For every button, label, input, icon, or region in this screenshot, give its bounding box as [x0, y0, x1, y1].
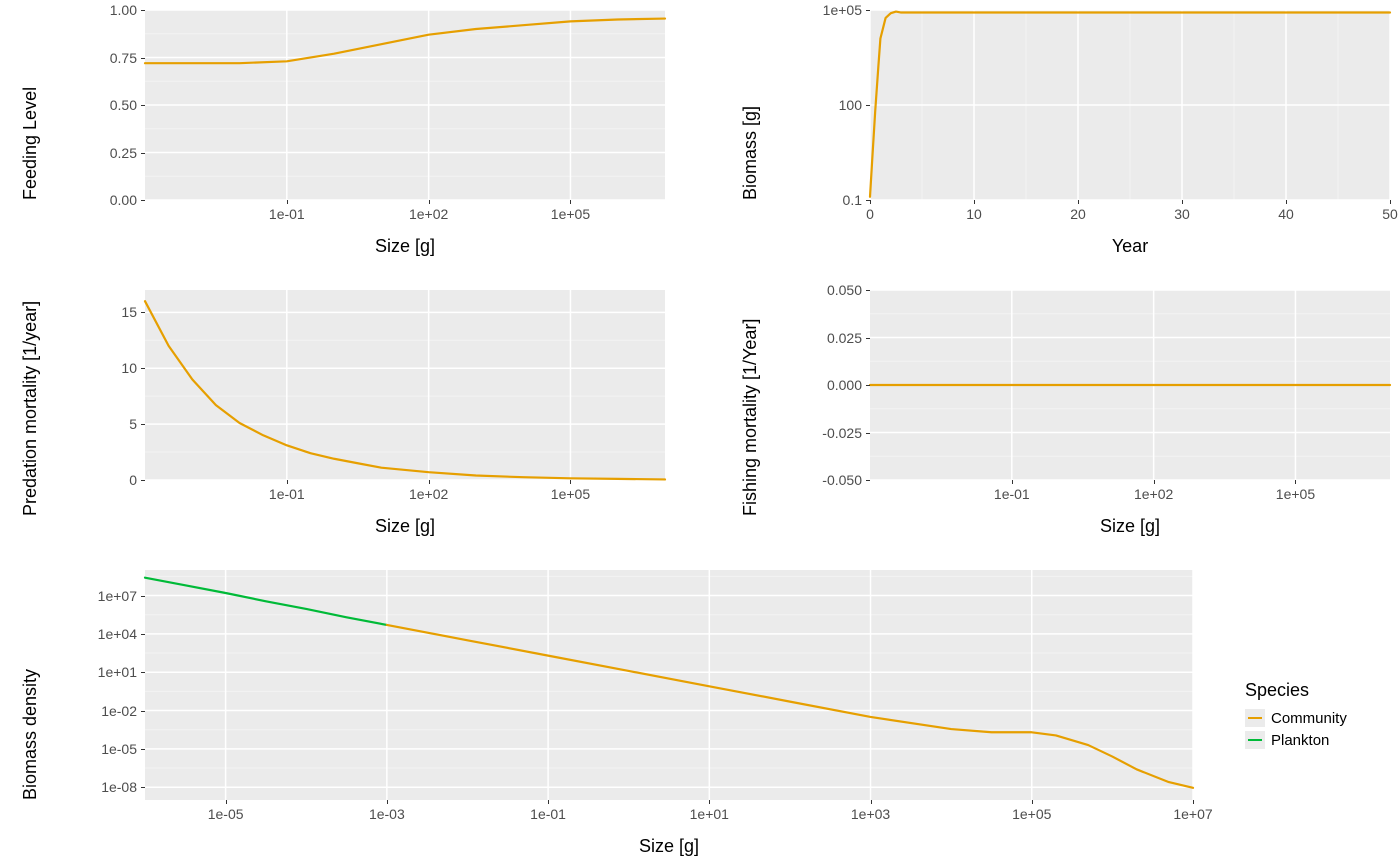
x-tick-label: 1e+03: [851, 806, 890, 822]
x-tick-label: 1e+01: [690, 806, 729, 822]
y-tick-label: 0.025: [792, 330, 862, 346]
y-tick-label: 1e+05: [792, 2, 862, 18]
plot-area: [870, 10, 1390, 200]
y-axis-label: Predation mortality [1/year]: [20, 301, 41, 516]
y-tick-label: 1e+04: [67, 626, 137, 642]
chart-fishing: 1e-011e+021e+05-0.050-0.0250.0000.0250.0…: [870, 290, 1390, 480]
x-tick-label: 1e+05: [1276, 486, 1315, 502]
y-tick-label: 0.000: [792, 377, 862, 393]
x-tick-label: 1e-01: [994, 486, 1030, 502]
y-axis-label: Fishing mortality [1/Year]: [740, 319, 761, 516]
y-tick-label: 0.50: [67, 97, 137, 113]
x-tick-label: 1e-01: [269, 206, 305, 222]
x-tick-label: 1e+02: [409, 206, 448, 222]
x-tick-label: 20: [1070, 206, 1086, 222]
y-tick-label: 1e-02: [67, 703, 137, 719]
y-tick-label: 100: [792, 97, 862, 113]
y-tick-label: 1.00: [67, 2, 137, 18]
plot-area: [870, 290, 1390, 480]
y-tick-label: 15: [67, 304, 137, 320]
y-tick-label: 0.1: [792, 192, 862, 208]
chart-feeding: 1e-011e+021e+050.000.250.500.751.00: [145, 10, 665, 200]
x-tick-label: 1e+02: [409, 486, 448, 502]
y-tick-label: 1e+01: [67, 664, 137, 680]
y-axis-label: Biomass density: [20, 669, 41, 800]
y-tick-label: 1e+07: [67, 588, 137, 604]
y-tick-label: 10: [67, 360, 137, 376]
x-axis-label: Size [g]: [870, 516, 1390, 537]
y-axis-label: Biomass [g]: [740, 106, 761, 200]
x-tick-label: 1e+02: [1134, 486, 1173, 502]
y-tick-label: -0.050: [792, 472, 862, 488]
x-tick-label: 1e-05: [208, 806, 244, 822]
x-tick-label: 1e-03: [369, 806, 405, 822]
chart-biomass_density: 1e-051e-031e-011e+011e+031e+051e+071e-08…: [145, 570, 1193, 800]
legend: Species Community Plankton: [1245, 680, 1347, 751]
y-tick-label: 5: [67, 416, 137, 432]
legend-item: Plankton: [1245, 729, 1347, 751]
y-axis-label: Feeding Level: [20, 87, 41, 200]
plot-area: [145, 290, 665, 480]
x-tick-label: 0: [866, 206, 874, 222]
x-tick-label: 1e-01: [269, 486, 305, 502]
y-tick-label: 0.050: [792, 282, 862, 298]
y-tick-label: 0.00: [67, 192, 137, 208]
x-axis-label: Year: [870, 236, 1390, 257]
x-tick-label: 1e+05: [1012, 806, 1051, 822]
x-tick-label: 30: [1174, 206, 1190, 222]
plot-area: [145, 570, 1193, 800]
legend-key-icon: [1245, 709, 1265, 727]
legend-item-label: Plankton: [1271, 732, 1329, 749]
x-tick-label: 1e+05: [551, 486, 590, 502]
x-tick-label: 1e+07: [1173, 806, 1212, 822]
x-axis-label: Size [g]: [145, 836, 1193, 857]
y-tick-label: -0.025: [792, 425, 862, 441]
x-tick-label: 1e-01: [530, 806, 566, 822]
x-tick-label: 1e+05: [551, 206, 590, 222]
y-tick-label: 1e-05: [67, 741, 137, 757]
y-tick-label: 0.25: [67, 145, 137, 161]
y-tick-label: 1e-08: [67, 779, 137, 795]
y-tick-label: 0.75: [67, 50, 137, 66]
x-axis-label: Size [g]: [145, 516, 665, 537]
x-tick-label: 50: [1382, 206, 1398, 222]
legend-key-icon: [1245, 731, 1265, 749]
legend-item: Community: [1245, 707, 1347, 729]
chart-predation: 1e-011e+021e+05051015: [145, 290, 665, 480]
x-tick-label: 40: [1278, 206, 1294, 222]
x-axis-label: Size [g]: [145, 236, 665, 257]
y-tick-label: 0: [67, 472, 137, 488]
chart-biomass_time: 010203040500.11001e+05: [870, 10, 1390, 200]
plot-area: [145, 10, 665, 200]
legend-item-label: Community: [1271, 710, 1347, 727]
legend-title: Species: [1245, 680, 1347, 701]
x-tick-label: 10: [966, 206, 982, 222]
